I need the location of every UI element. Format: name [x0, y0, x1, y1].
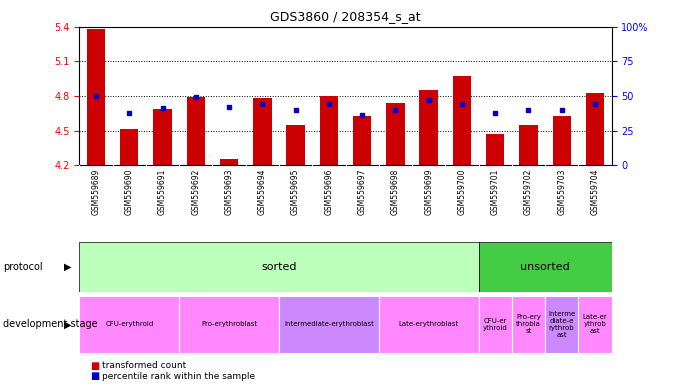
Text: Interme
diate-e
rythrob
ast: Interme diate-e rythrob ast [548, 311, 576, 338]
Text: percentile rank within the sample: percentile rank within the sample [102, 372, 256, 381]
Bar [512, 296, 545, 353]
Text: GSM559701: GSM559701 [491, 169, 500, 215]
Bar [353, 116, 371, 165]
Bar [586, 93, 604, 165]
Bar [320, 96, 338, 165]
Bar [287, 125, 305, 165]
Text: GSM559698: GSM559698 [391, 169, 400, 215]
Text: Intermediate-erythroblast: Intermediate-erythroblast [284, 321, 374, 328]
Bar [220, 159, 238, 165]
Text: ▶: ▶ [64, 262, 71, 272]
Text: GSM559696: GSM559696 [324, 169, 333, 215]
Text: ▶: ▶ [64, 319, 71, 329]
Bar [187, 97, 205, 165]
Text: Pro-erythroblast: Pro-erythroblast [201, 321, 257, 328]
Text: GSM559690: GSM559690 [125, 169, 134, 215]
Bar [379, 296, 478, 353]
Text: GSM559700: GSM559700 [457, 169, 466, 215]
Text: GSM559702: GSM559702 [524, 169, 533, 215]
Text: GDS3860 / 208354_s_at: GDS3860 / 208354_s_at [270, 10, 421, 23]
Text: GSM559699: GSM559699 [424, 169, 433, 215]
Text: GSM559692: GSM559692 [191, 169, 200, 215]
Bar [79, 296, 179, 353]
Text: CFU-erythroid: CFU-erythroid [105, 321, 153, 328]
Bar [486, 134, 504, 165]
Text: Late-er
ythrob
ast: Late-er ythrob ast [583, 314, 607, 334]
Text: development stage: development stage [3, 319, 98, 329]
Text: GSM559691: GSM559691 [158, 169, 167, 215]
Bar [578, 296, 612, 353]
Text: GSM559697: GSM559697 [358, 169, 367, 215]
Text: GSM559693: GSM559693 [225, 169, 234, 215]
Bar [120, 129, 138, 165]
Text: GSM559704: GSM559704 [590, 169, 599, 215]
Bar [478, 242, 612, 292]
Text: CFU-er
ythroid: CFU-er ythroid [483, 318, 507, 331]
Bar [478, 296, 512, 353]
Bar [253, 98, 272, 165]
Text: ■: ■ [90, 371, 99, 381]
Bar [419, 90, 438, 165]
Text: GSM559695: GSM559695 [291, 169, 300, 215]
Bar [87, 29, 105, 165]
Bar [153, 109, 172, 165]
Text: ■: ■ [90, 361, 99, 371]
Text: protocol: protocol [3, 262, 43, 272]
Bar [179, 296, 279, 353]
Bar [545, 296, 578, 353]
Text: unsorted: unsorted [520, 262, 570, 272]
Bar [79, 242, 478, 292]
Bar [519, 125, 538, 165]
Bar [453, 76, 471, 165]
Text: GSM559694: GSM559694 [258, 169, 267, 215]
Text: GSM559689: GSM559689 [92, 169, 101, 215]
Text: Late-erythroblast: Late-erythroblast [399, 321, 459, 328]
Text: Pro-ery
throbla
st: Pro-ery throbla st [516, 314, 541, 334]
Text: sorted: sorted [261, 262, 296, 272]
Text: GSM559703: GSM559703 [557, 169, 566, 215]
Bar [553, 116, 571, 165]
Bar [386, 103, 404, 165]
Bar [279, 296, 379, 353]
Text: transformed count: transformed count [102, 361, 187, 370]
